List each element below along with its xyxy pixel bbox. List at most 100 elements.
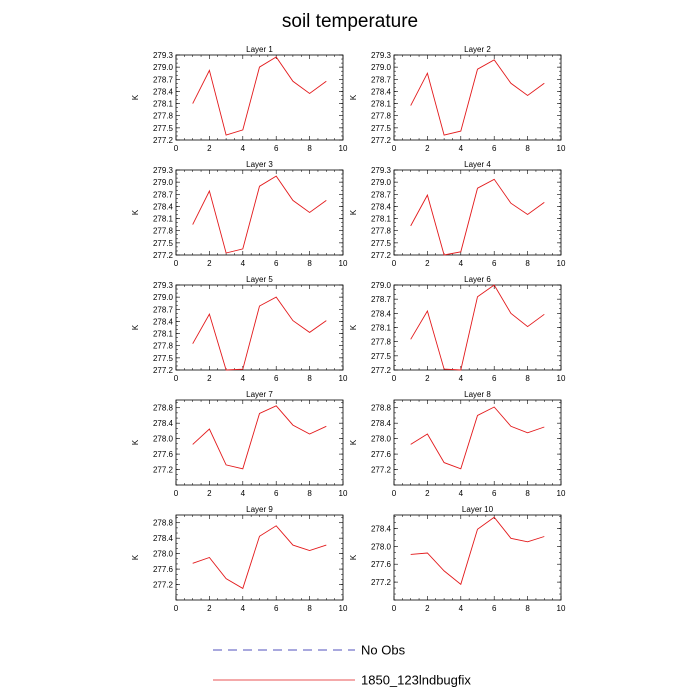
x-tick-label: 0 (174, 144, 179, 153)
x-tick-label: 4 (241, 144, 246, 153)
x-tick-label: 4 (459, 144, 464, 153)
x-tick-label: 4 (459, 259, 464, 268)
y-axis-label: K (349, 324, 358, 330)
y-tick-label: 278.7 (153, 190, 174, 199)
y-tick-label: 278.4 (153, 317, 174, 326)
panel-layer-7: Layer 7 K 0 2 4 6 8 10 277.2 277.6 278.0 278.4 278.8 (131, 390, 348, 498)
x-tick-label: 10 (557, 144, 566, 153)
x-tick-label: 8 (525, 489, 530, 498)
y-tick-label: 279.0 (153, 63, 174, 72)
y-tick-label: 277.8 (371, 338, 392, 347)
x-tick-label: 10 (339, 604, 348, 613)
x-tick-label: 2 (207, 489, 212, 498)
y-tick-label: 277.6 (153, 565, 174, 574)
plot-frame (175, 514, 344, 601)
x-tick-label: 2 (207, 374, 212, 383)
panel-title: Layer 7 (246, 390, 273, 399)
y-tick-label: 278.7 (371, 75, 392, 84)
y-axis-label: K (131, 94, 140, 100)
y-axis-label: K (131, 324, 140, 330)
y-tick-label: 278.8 (153, 404, 174, 413)
panels: Layer 1 K 0 2 4 6 8 10 277.2 277.5 277.8 278.1 278.4… (131, 45, 566, 613)
series-line-1850-123lndbugfix (410, 59, 545, 136)
legend-label-1850-123lndbugfix: 1850_123lndbugfix (361, 673, 471, 688)
y-tick-label: 278.0 (153, 435, 174, 444)
y-tick-label: 277.5 (153, 239, 174, 248)
x-tick-label: 10 (557, 604, 566, 613)
panel-layer-2: Layer 2 K 0 2 4 6 8 10 277.2 277.5 277.8 278.1 278.4… (349, 45, 566, 153)
x-tick-label: 6 (492, 374, 497, 383)
y-tick-label: 277.2 (371, 136, 392, 145)
y-tick-label: 279.3 (153, 281, 174, 290)
y-tick-label: 277.5 (371, 239, 392, 248)
x-tick-label: 8 (307, 144, 312, 153)
plot-frame (175, 284, 344, 371)
x-tick-label: 0 (392, 374, 397, 383)
x-tick-label: 8 (307, 374, 312, 383)
figure-title: soil temperature (282, 11, 418, 32)
x-tick-label: 10 (557, 489, 566, 498)
panel-layer-6: Layer 6 K 0 2 4 6 8 10 277.2 277.5 277.8 278.1 278.4… (349, 275, 566, 383)
y-tick-label: 277.2 (153, 136, 174, 145)
x-tick-label: 2 (425, 374, 430, 383)
y-tick-label: 279.0 (371, 63, 392, 72)
y-tick-label: 277.2 (371, 466, 392, 475)
legend-label-no-obs: No Obs (361, 643, 406, 658)
x-tick-label: 6 (274, 144, 279, 153)
x-tick-label: 6 (274, 259, 279, 268)
x-tick-label: 0 (174, 489, 179, 498)
y-tick-label: 278.4 (371, 419, 392, 428)
x-tick-label: 4 (241, 604, 246, 613)
y-tick-label: 278.7 (153, 305, 174, 314)
series-line-1850-123lndbugfix (192, 405, 327, 470)
x-tick-label: 10 (557, 374, 566, 383)
y-tick-label: 278.7 (371, 190, 392, 199)
y-tick-label: 278.1 (371, 100, 392, 109)
x-tick-label: 0 (392, 489, 397, 498)
y-tick-label: 277.2 (153, 366, 174, 375)
x-tick-label: 4 (459, 374, 464, 383)
y-tick-label: 279.3 (153, 166, 174, 175)
y-tick-label: 278.8 (371, 404, 392, 413)
panel-layer-4: Layer 4 K 0 2 4 6 8 10 277.2 277.5 277.8 278.1 278.4… (349, 160, 566, 268)
panel-layer-1: Layer 1 K 0 2 4 6 8 10 277.2 277.5 277.8 278.1 278.4… (131, 45, 348, 153)
x-tick-label: 2 (425, 259, 430, 268)
x-tick-label: 8 (525, 144, 530, 153)
y-axis-label: K (349, 209, 358, 215)
y-tick-label: 278.4 (371, 309, 392, 318)
y-tick-label: 277.2 (371, 578, 392, 587)
x-tick-label: 2 (425, 604, 430, 613)
x-tick-label: 0 (392, 259, 397, 268)
series-line-1850-123lndbugfix (192, 56, 327, 136)
plot-frame (393, 169, 562, 256)
x-tick-label: 6 (274, 374, 279, 383)
x-tick-label: 10 (339, 489, 348, 498)
y-tick-label: 277.5 (153, 354, 174, 363)
y-tick-label: 277.2 (371, 251, 392, 260)
y-tick-label: 278.7 (153, 75, 174, 84)
y-tick-label: 279.3 (371, 51, 392, 60)
panel-layer-10: Layer 10 K 0 2 4 6 8 10 277.2 277.6 278.0 278.4 (349, 505, 566, 613)
x-tick-label: 0 (174, 259, 179, 268)
x-tick-label: 4 (459, 604, 464, 613)
y-tick-label: 278.4 (153, 87, 174, 96)
y-tick-label: 278.7 (371, 295, 392, 304)
x-tick-label: 6 (274, 489, 279, 498)
x-tick-label: 0 (174, 604, 179, 613)
y-axis-label: K (131, 209, 140, 215)
y-tick-label: 277.8 (153, 112, 174, 121)
x-tick-label: 0 (392, 604, 397, 613)
panel-title: Layer 5 (246, 275, 273, 284)
x-tick-label: 6 (492, 489, 497, 498)
y-tick-label: 278.4 (153, 419, 174, 428)
y-tick-label: 278.1 (153, 100, 174, 109)
y-tick-label: 277.8 (153, 227, 174, 236)
x-tick-label: 4 (459, 489, 464, 498)
series-line-1850-123lndbugfix (410, 406, 545, 470)
x-tick-label: 8 (307, 604, 312, 613)
y-tick-label: 278.0 (371, 542, 392, 551)
x-tick-label: 8 (525, 259, 530, 268)
x-tick-label: 8 (525, 604, 530, 613)
y-axis-label: K (131, 439, 140, 445)
